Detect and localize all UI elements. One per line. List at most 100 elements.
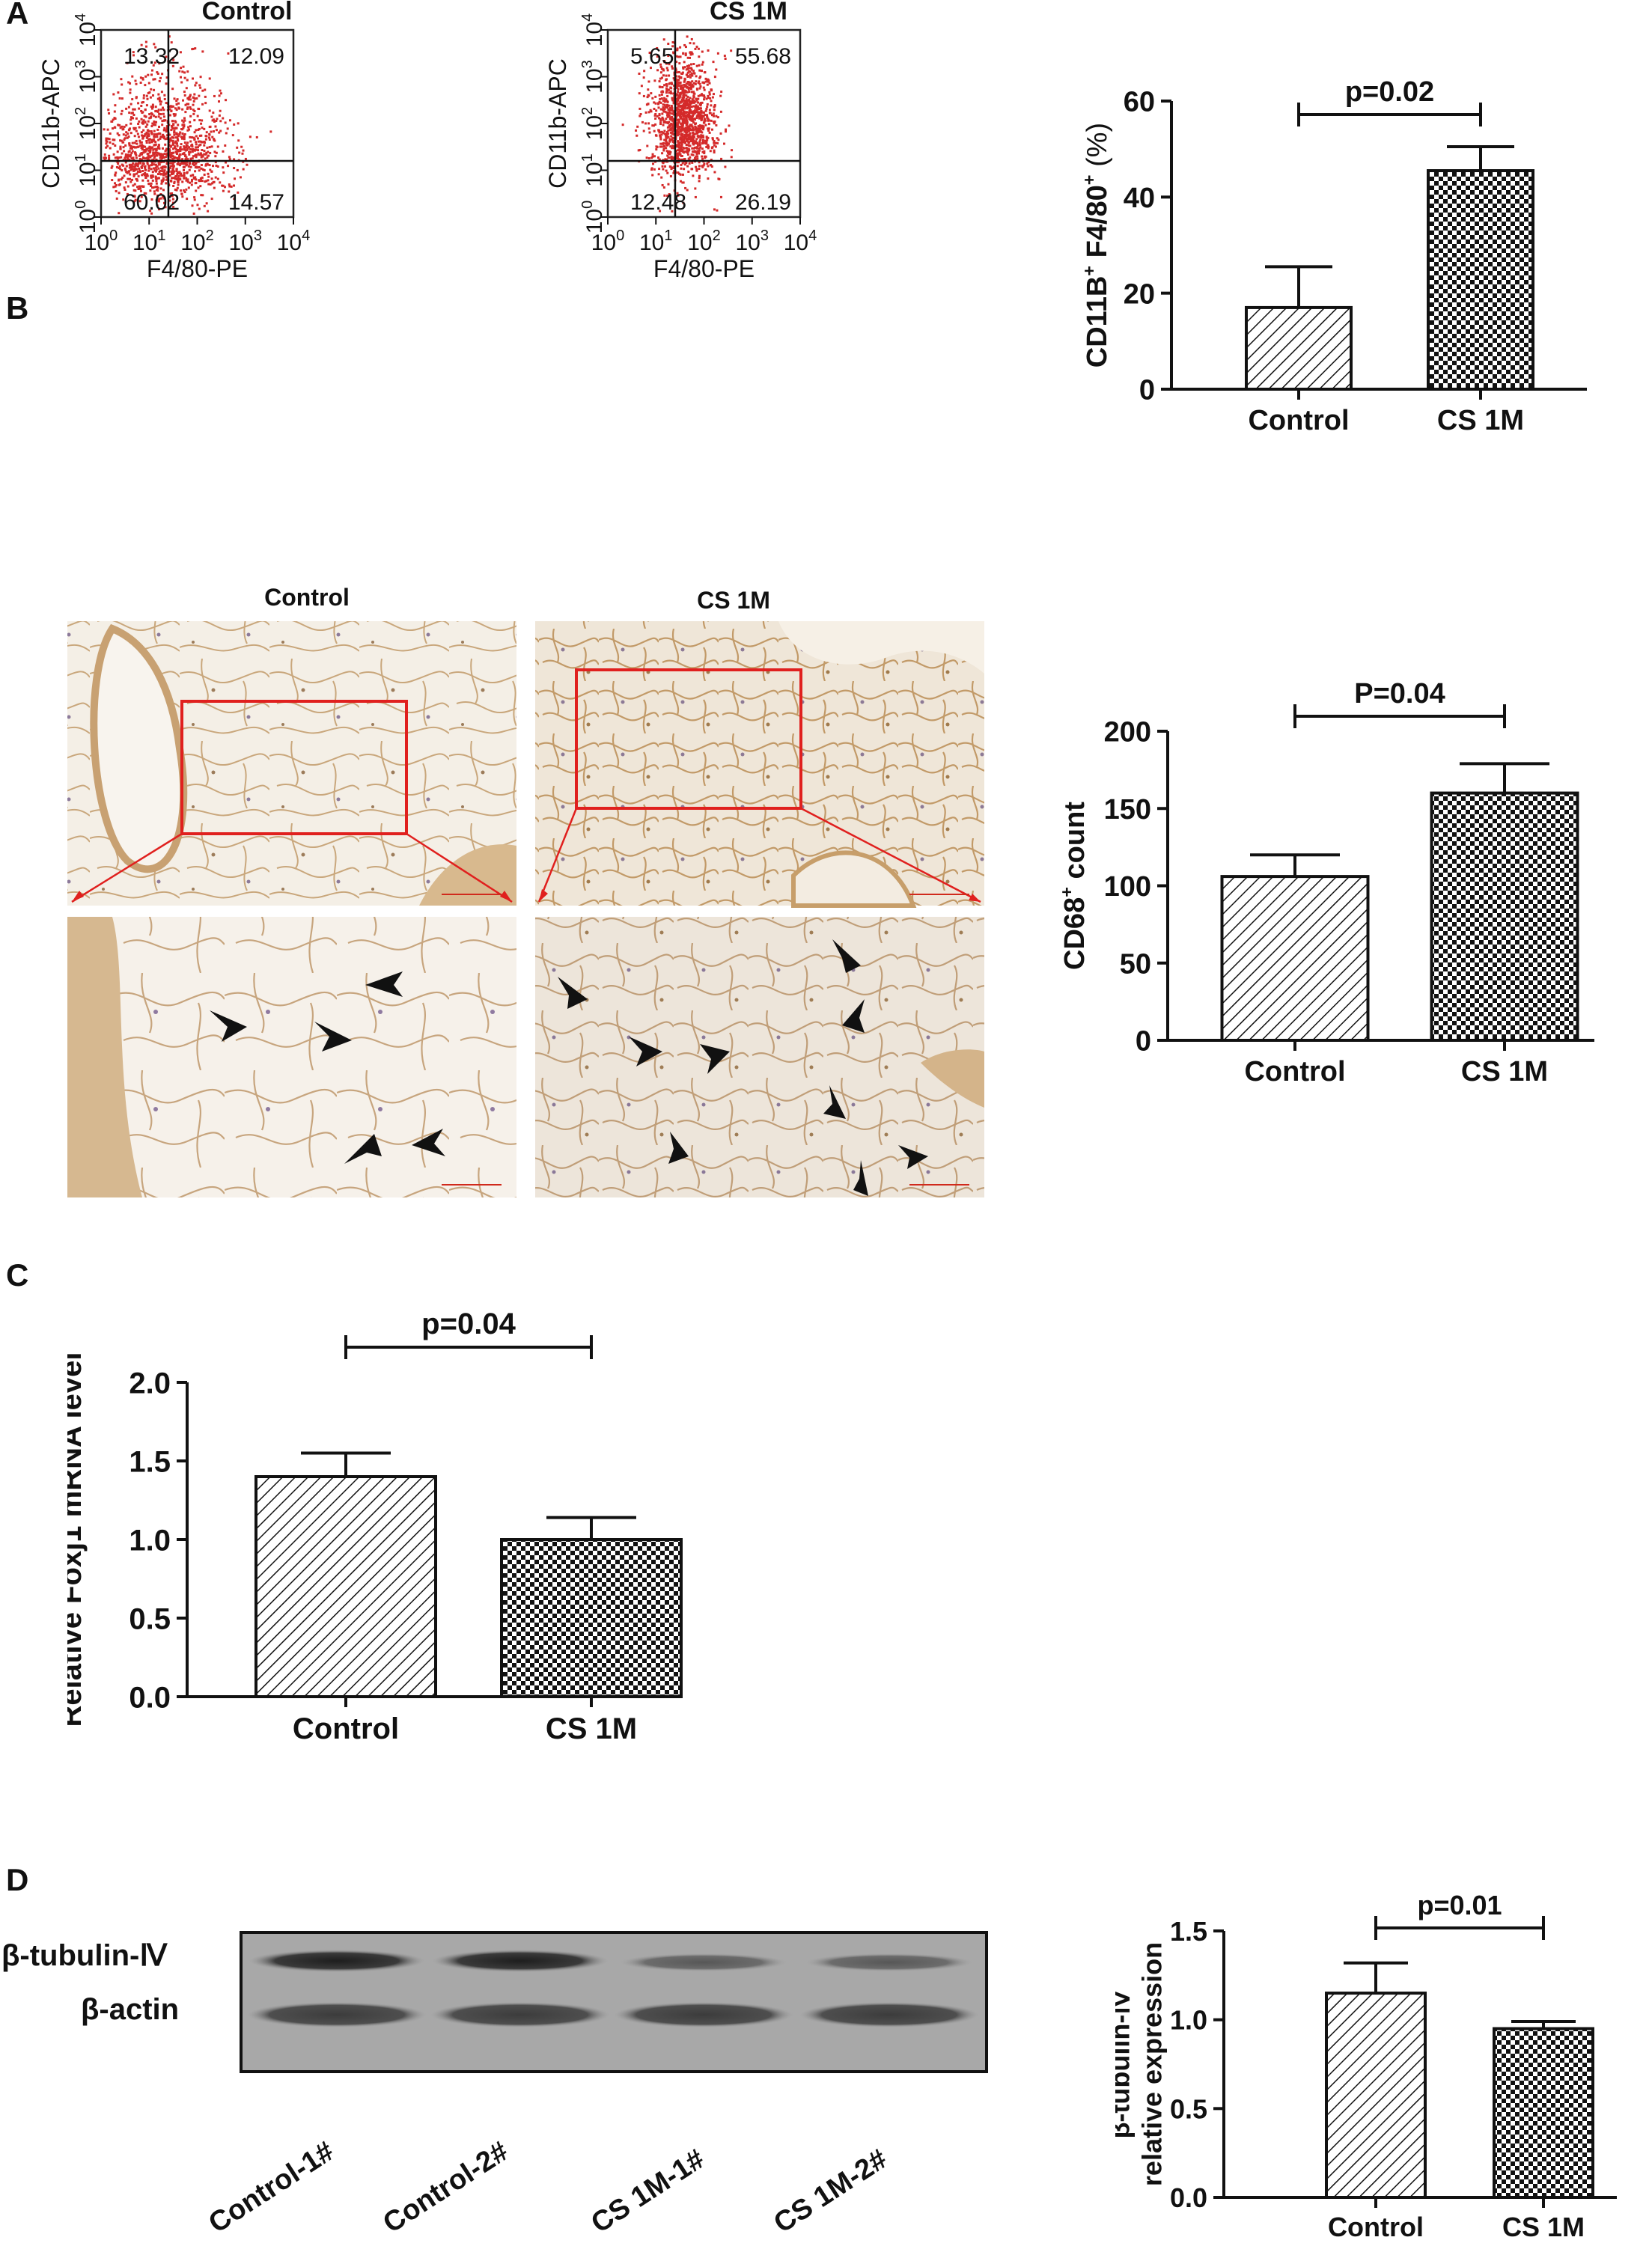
micro-title-cs1m: CS 1M (697, 587, 770, 614)
arrowheads-cs1m (558, 939, 928, 1196)
y-tick-label: 60 (1124, 87, 1155, 118)
y-tick-label: 104 (579, 13, 607, 47)
bar-control (1325, 1992, 1427, 2199)
p-value-label: p=0.02 (1345, 76, 1434, 108)
lane-label-cs1m-1: CS 1M-1# (585, 2143, 710, 2240)
micrograph-control-low (67, 621, 516, 906)
y-tick-label: 0 (1139, 375, 1155, 406)
x-tick-label: 103 (736, 228, 769, 255)
zoom-line-cs1m-right (800, 807, 981, 903)
y-tick-label: 0.0 (1170, 2182, 1207, 2213)
x-tick-label: CS 1M (1461, 1056, 1548, 1087)
x-axis-label: F4/80-PE (653, 255, 755, 282)
zoom-box-control (180, 700, 408, 835)
x-tick-label: 102 (180, 228, 214, 255)
x-tick-label: Control (1248, 405, 1349, 436)
y-tick-label: 102 (579, 107, 607, 141)
y-tick-label: 100 (579, 201, 607, 234)
y-tick-label: 40 (1124, 183, 1155, 214)
zoom-line-control-right (406, 832, 513, 903)
y-tick-label: 20 (1124, 278, 1155, 310)
quadrant-value-lower-right: 14.57 (228, 190, 284, 215)
panel-letter-d: D (6, 1862, 29, 1897)
quadrant-value-lower-right: 26.19 (735, 190, 791, 215)
y-axis-label: CD68+ count (1057, 802, 1091, 970)
y-tick-label: 102 (73, 107, 100, 141)
zoom-line-control-left (71, 832, 183, 903)
x-tick-label: 103 (229, 228, 263, 255)
x-tick-label: 104 (277, 228, 311, 255)
scatter-points (103, 35, 272, 215)
lane-label-cs1m-2: CS 1M-2# (768, 2143, 893, 2240)
y-tick-label: 1.0 (1170, 2005, 1207, 2036)
zoom-line-cs1m-left (537, 808, 578, 903)
micrograph-control-high (67, 917, 516, 1197)
panel-letter-b: B (6, 290, 29, 326)
bar-cs1m (1427, 169, 1534, 391)
y-tick-label: 150 (1104, 794, 1151, 826)
x-tick-label: CS 1M (1502, 2212, 1585, 2242)
bar-control (1220, 875, 1370, 1042)
y-tick-label: 100 (1104, 871, 1151, 903)
x-tick-label: 100 (85, 228, 118, 255)
bar-cs1m (1493, 2027, 1594, 2199)
quadrant-value-lower-left: 12.48 (630, 190, 686, 215)
quadrant-value-upper-left: 5.65 (630, 44, 674, 69)
x-axis-label: F4/80-PE (147, 255, 248, 282)
x-tick-label: 102 (687, 228, 721, 255)
y-axis-label-line2: relative expression (1137, 1942, 1168, 2186)
bar-chart-cd11b-f480: 0 20 40 60 Control CS 1M p=0.02 CD11B+ F4/80+ (… (1079, 76, 1587, 436)
bar-control (1245, 305, 1353, 391)
x-tick-label: Control (1328, 2212, 1424, 2242)
x-tick-label: 100 (591, 228, 625, 255)
y-tick-label: 0.5 (129, 1602, 171, 1635)
bar-control (254, 1475, 437, 1698)
x-tick-label: 101 (132, 228, 166, 255)
quadrant-value-upper-left: 13.32 (124, 44, 180, 69)
blot-bands-tubulin (249, 1950, 973, 1972)
x-tick-label: CS 1M (546, 1712, 637, 1745)
micrograph-cs1m-low (535, 621, 984, 908)
blot-label-beta-actin: β-actin (81, 1993, 180, 2026)
lane-label-control-1: Control-1# (203, 2135, 340, 2240)
y-tick-label: 2.0 (129, 1367, 171, 1400)
bar-cs1m (500, 1538, 683, 1698)
bar-chart-cd68-count: 0 50 100 150 200 Control CS 1M P=0.04 CD68+ coun… (1057, 678, 1594, 1087)
micro-title-control: Control (264, 584, 350, 611)
y-tick-label: 1.5 (129, 1445, 171, 1478)
y-axis-label: Relative Foxj1 mRNA level (67, 1352, 88, 1727)
x-tick-label: Control (293, 1712, 399, 1745)
y-axis-label: CD11b-APC (544, 58, 571, 189)
blot-bands-actin (247, 2002, 979, 2027)
bar-chart-beta-tubulin: 0.0 0.5 1.0 1.5 Control CS 1M p=0.01 β-tubulin-… (1115, 1890, 1617, 2242)
flow-title-control: Control (201, 0, 293, 25)
zoom-box-cs1m (575, 668, 802, 810)
x-tick-label: 101 (639, 228, 673, 255)
blot-label-beta-tubulin: β-tubulin-Ⅳ (1, 1939, 168, 1972)
x-tick-label: Control (1244, 1056, 1345, 1087)
y-tick-label: 200 (1104, 717, 1151, 748)
y-tick-label: 103 (73, 60, 100, 94)
y-tick-label: 103 (579, 60, 607, 94)
quadrant-value-lower-left: 60.02 (124, 190, 180, 215)
arrowheads-control (210, 971, 445, 1164)
x-tick-label: 104 (784, 228, 817, 255)
western-blot-image (240, 1931, 988, 2073)
y-axis-label: CD11B+ F4/80+ (%) (1079, 123, 1113, 367)
y-axis-label: β-tubulin-Ⅳ (1115, 1989, 1135, 2139)
y-tick-label: 1.0 (129, 1524, 171, 1557)
lane-label-control-2: Control-2# (377, 2135, 514, 2240)
y-tick-label: 0.5 (1170, 2093, 1207, 2124)
y-tick-label: 101 (73, 153, 100, 187)
x-tick-label: CS 1M (1437, 405, 1524, 436)
flow-title-cs1m: CS 1M (710, 0, 787, 25)
p-value-label: P=0.04 (1354, 678, 1445, 710)
y-tick-label: 50 (1120, 948, 1151, 980)
y-tick-label: 100 (73, 201, 100, 234)
p-value-label: p=0.01 (1417, 1890, 1502, 1920)
quadrant-value-upper-right: 55.68 (735, 44, 791, 69)
panel-letter-a: A (6, 0, 29, 31)
